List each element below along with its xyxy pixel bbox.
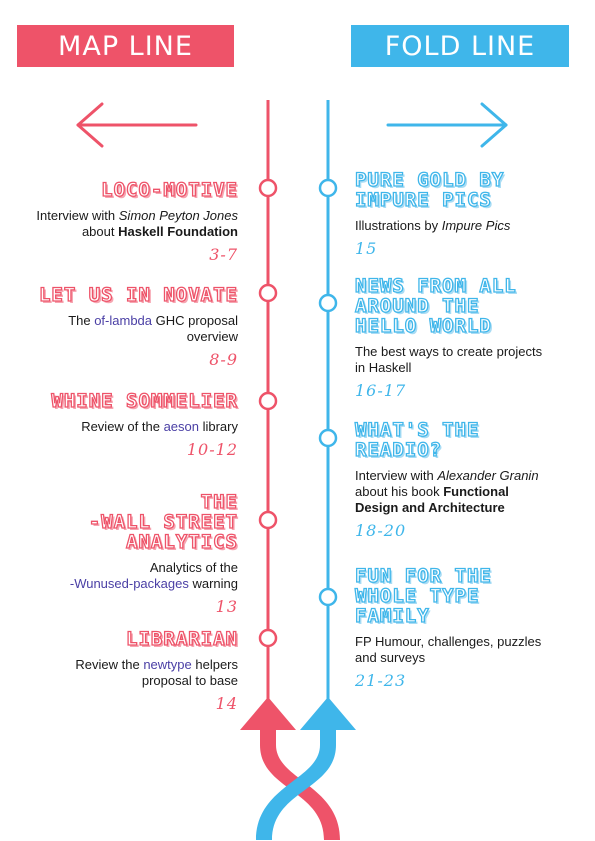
title-line: FAMILY — [354, 605, 430, 627]
entry-title: PURE GOLD BY IMPURE PICS — [354, 169, 590, 211]
desc-link[interactable]: of-lambda — [94, 313, 153, 328]
map-entry-wall-street-analytics[interactable]: THE -WALL STREET ANALYTICS Analytics of … — [0, 491, 238, 616]
fold-entry-news-from-all-around[interactable]: NEWS FROM ALL AROUND THE HELLO WORLD The… — [354, 275, 590, 400]
title-line: HELLO WORLD — [354, 315, 492, 337]
map-entry-let-us-in-novate[interactable]: LET US IN NOVATE The of-lambda GHC propo… — [0, 284, 238, 369]
desc-text: warning — [188, 576, 238, 591]
entry-title: WHAT'S THE READIO? — [354, 419, 590, 461]
entry-description: Review of the aeson library — [0, 419, 238, 435]
desc-text: The best ways to create projects — [355, 344, 543, 359]
desc-text: Review of the — [81, 419, 164, 434]
desc-text: in Haskell — [355, 360, 412, 375]
title-line: -WALL STREET — [88, 511, 238, 533]
desc-bold: Design and Architecture — [355, 500, 505, 515]
entry-title: LET US IN NOVATE — [38, 284, 238, 306]
map-entry-whine-sommelier[interactable]: WHINE SOMMELIER Review of the aeson libr… — [0, 390, 238, 459]
title-line: AROUND THE — [354, 295, 480, 317]
map-line-banner-label: MAP LINE — [58, 30, 193, 62]
fold-line-banner-label: FOLD LINE — [384, 30, 536, 62]
title-line: NEWS FROM ALL — [354, 275, 517, 297]
entry-description: Interview with Alexander Granin about hi… — [355, 468, 590, 516]
desc-bold: Functional — [443, 484, 509, 499]
right-arrow-icon — [386, 102, 508, 148]
fold-node — [318, 178, 338, 198]
map-entry-librarian[interactable]: LIBRARIAN Review the newtype helpers pro… — [0, 628, 238, 713]
left-arrow-icon — [76, 102, 198, 148]
desc-text: about — [81, 224, 119, 239]
entry-description: The best ways to create projects in Hask… — [355, 344, 590, 376]
page-range: 15 — [355, 239, 378, 258]
entry-title: WHINE SOMMELIER — [51, 390, 238, 412]
page-range: 21-23 — [355, 671, 407, 690]
desc-text: Analytics of the — [149, 560, 238, 575]
map-node — [258, 391, 278, 411]
page-range: 13 — [215, 597, 238, 616]
fold-entry-whats-the-readio[interactable]: WHAT'S THE READIO? Interview with Alexan… — [354, 419, 590, 540]
entry-description: Interview with Simon Peyton Jones about … — [0, 208, 238, 240]
page-range: 18-20 — [355, 521, 407, 540]
braided-arrows-icon — [240, 697, 356, 840]
desc-link[interactable]: aeson — [163, 419, 199, 434]
desc-text: helpers — [191, 657, 238, 672]
entry-title: NEWS FROM ALL AROUND THE HELLO WORLD — [354, 275, 590, 337]
desc-link[interactable]: -Wunused-packages — [69, 576, 189, 591]
page-range: 8-9 — [209, 350, 238, 369]
map-node — [258, 628, 278, 648]
page-range: 10-12 — [186, 440, 238, 459]
entry-title: FUN FOR THE WHOLE TYPE FAMILY — [354, 565, 590, 627]
map-node — [258, 283, 278, 303]
entry-title: LIBRARIAN — [125, 628, 238, 650]
fold-entry-pure-gold[interactable]: PURE GOLD BY IMPURE PICS Illustrations b… — [354, 169, 590, 258]
desc-text: about his book — [355, 484, 444, 499]
desc-link[interactable]: newtype — [143, 657, 192, 672]
desc-text: proposal to base — [141, 673, 238, 688]
desc-person: Alexander Granin — [437, 468, 539, 483]
entry-description: Review the newtype helpers proposal to b… — [0, 657, 238, 689]
title-line: PURE GOLD BY — [354, 169, 505, 191]
desc-person: Simon Peyton Jones — [118, 208, 238, 223]
title-line: WHAT'S THE — [354, 419, 480, 441]
desc-text: library — [198, 419, 238, 434]
title-line: IMPURE PICS — [354, 189, 492, 211]
fold-node — [318, 293, 338, 313]
desc-text: The — [68, 313, 95, 328]
entry-description: The of-lambda GHC proposal overview — [0, 313, 238, 345]
entry-description: FP Humour, challenges, puzzles and surve… — [355, 634, 590, 666]
desc-bold: Haskell Foundation — [118, 224, 238, 239]
title-line: FUN FOR THE — [354, 565, 492, 587]
fold-node — [318, 428, 338, 448]
desc-text: Interview with — [355, 468, 438, 483]
page-range: 3-7 — [209, 245, 238, 264]
map-entry-loco-motive[interactable]: LOCO-MOTIVE Interview with Simon Peyton … — [0, 179, 238, 264]
fold-line-banner: FOLD LINE — [351, 25, 569, 67]
entry-title: LOCO-MOTIVE — [101, 179, 238, 201]
desc-text: FP Humour, challenges, puzzles — [355, 634, 542, 649]
desc-text: Interview with — [36, 208, 119, 223]
desc-text: Illustrations by — [355, 218, 442, 233]
desc-text: Review the — [75, 657, 144, 672]
title-line: ANALYTICS — [125, 531, 238, 553]
fold-node — [318, 587, 338, 607]
entry-description: Illustrations by Impure Pics — [355, 218, 590, 234]
fold-entry-fun-for-the-whole-type-family[interactable]: FUN FOR THE WHOLE TYPE FAMILY FP Humour,… — [354, 565, 590, 690]
desc-text: GHC proposal — [152, 313, 238, 328]
map-node — [258, 510, 278, 530]
page-range: 16-17 — [355, 381, 407, 400]
title-line: WHOLE TYPE — [354, 585, 480, 607]
desc-text: and surveys — [355, 650, 426, 665]
entry-description: Analytics of the -Wunused-packages warni… — [0, 560, 238, 592]
title-line: THE — [200, 491, 238, 513]
page-range: 14 — [215, 694, 238, 713]
entry-title: THE -WALL STREET ANALYTICS — [0, 491, 238, 553]
desc-text: overview — [186, 329, 238, 344]
map-line-banner: MAP LINE — [17, 25, 234, 67]
title-line: READIO? — [354, 439, 443, 461]
desc-person: Impure Pics — [441, 218, 511, 233]
map-node — [258, 178, 278, 198]
